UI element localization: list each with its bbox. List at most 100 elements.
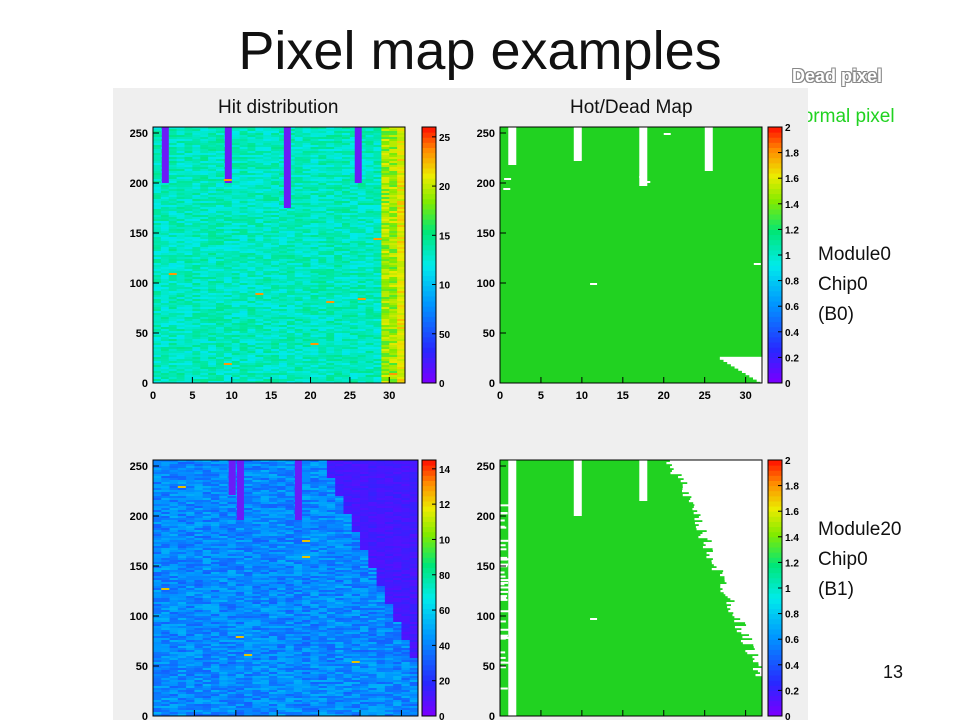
heatmap-cell (208, 371, 217, 374)
heatmap-cell (376, 482, 386, 485)
heatmap-cell (397, 355, 406, 358)
heatmap-cell (279, 239, 288, 242)
heatmap-cell (376, 498, 386, 501)
heatmap-cell (168, 339, 178, 342)
heatmap-cell (210, 490, 220, 493)
heatmap-cell (285, 474, 295, 477)
heatmap-cell (326, 259, 335, 262)
heatmap-cell (223, 347, 233, 350)
heatmap-cell (286, 201, 296, 204)
heatmap-cell (279, 177, 288, 180)
heatmap-cell (397, 157, 406, 160)
heatmap-cell (255, 225, 264, 228)
heatmap-cell (302, 490, 311, 493)
heatmap-cell (349, 293, 359, 296)
heatmap-cell (286, 355, 296, 358)
heatmap-cell (357, 311, 367, 314)
heatmap-cell (194, 488, 204, 491)
heatmap-cell (247, 239, 256, 242)
heatmap-cell (208, 189, 217, 192)
heatmap-cell (268, 486, 278, 489)
heatmap-cell (200, 345, 209, 348)
heatmap-cell (216, 203, 225, 206)
heatmap-cell (153, 468, 162, 471)
y-tick-label: 0 (489, 378, 495, 390)
heatmap-cell (239, 221, 248, 224)
heatmap-cell (393, 464, 402, 467)
heatmap-cell (176, 131, 185, 134)
heatmap-cell (279, 225, 288, 228)
heatmap-cell (184, 215, 193, 218)
heatmap-cell (153, 478, 162, 481)
heatmap-cell (184, 309, 193, 312)
heatmap-cell (223, 269, 233, 272)
heatmap-cell (223, 227, 233, 230)
heatmap-cell (342, 175, 351, 178)
heatmap-cell (334, 251, 343, 254)
heatmap-cell (186, 474, 195, 477)
heatmap-cell (286, 271, 296, 274)
heatmap-cell (255, 353, 264, 356)
heatmap-cell (334, 131, 343, 134)
heatmap-cell (365, 179, 374, 182)
heatmap-cell (255, 145, 264, 148)
heatmap-cell (160, 381, 170, 384)
heatmap-cell (342, 357, 351, 360)
heatmap-cell (153, 233, 162, 236)
heatmap-cell (271, 175, 280, 178)
heatmap-cell (153, 229, 162, 232)
heatmap-cell (286, 367, 296, 370)
heatmap-cell (268, 472, 278, 475)
heatmap-cell (389, 371, 398, 374)
heatmap-cell (192, 173, 201, 176)
heatmap-cell (279, 189, 288, 192)
heatmap-cell (231, 235, 241, 238)
heatmap-cell (397, 293, 406, 296)
heatmap-cell (192, 313, 201, 316)
heatmap-cell (302, 133, 311, 136)
heatmap-cell (192, 249, 201, 252)
heatmap-cell (373, 249, 382, 252)
heatmap-cell (335, 496, 344, 499)
heatmap-cell (279, 203, 288, 206)
heatmap-cell (381, 269, 390, 272)
heatmap-cell (153, 494, 162, 497)
slide-title: Pixel map examples (238, 21, 722, 81)
heatmap-cell (318, 307, 327, 310)
heatmap-cell (409, 484, 419, 487)
heatmap-cell (231, 337, 241, 340)
heatmap-cell (384, 470, 394, 473)
heatmap-cell (401, 492, 411, 495)
heatmap-cell (200, 371, 209, 374)
heatmap-cell (373, 189, 382, 192)
heatmap-cell (160, 363, 170, 366)
heatmap-cell (168, 207, 178, 210)
heatmap-cell (397, 141, 406, 144)
heatmap-cell (286, 291, 296, 294)
heatmap-cell (200, 253, 209, 256)
heatmap-cell (255, 181, 264, 184)
heatmap-cell (397, 349, 406, 352)
heatmap-cell (279, 255, 288, 258)
heatmap-cell (200, 373, 209, 376)
colorbar-tick-label: 1.2 (785, 225, 799, 236)
heatmap-cell (216, 137, 225, 140)
heatmap-cell (223, 187, 233, 190)
heatmap-cell (389, 141, 398, 144)
heatmap-cell (381, 299, 390, 302)
heatmap-cell (255, 361, 264, 364)
heatmap-cell (255, 135, 264, 138)
heatmap-cell (302, 161, 311, 164)
heatmap-cell (252, 484, 262, 487)
heatmap-cell (302, 231, 311, 234)
heatmap-cell (271, 369, 280, 372)
heatmap-cell (365, 147, 374, 150)
heatmap-cell (247, 267, 256, 270)
heatmap-cell (381, 339, 390, 342)
colorbar-cell (422, 367, 436, 374)
heatmap-cell (208, 127, 217, 130)
heatmap-cell (186, 482, 195, 485)
heatmap-cell (169, 482, 179, 485)
heatmap-cell (381, 151, 390, 154)
heatmap-cell (216, 237, 225, 240)
